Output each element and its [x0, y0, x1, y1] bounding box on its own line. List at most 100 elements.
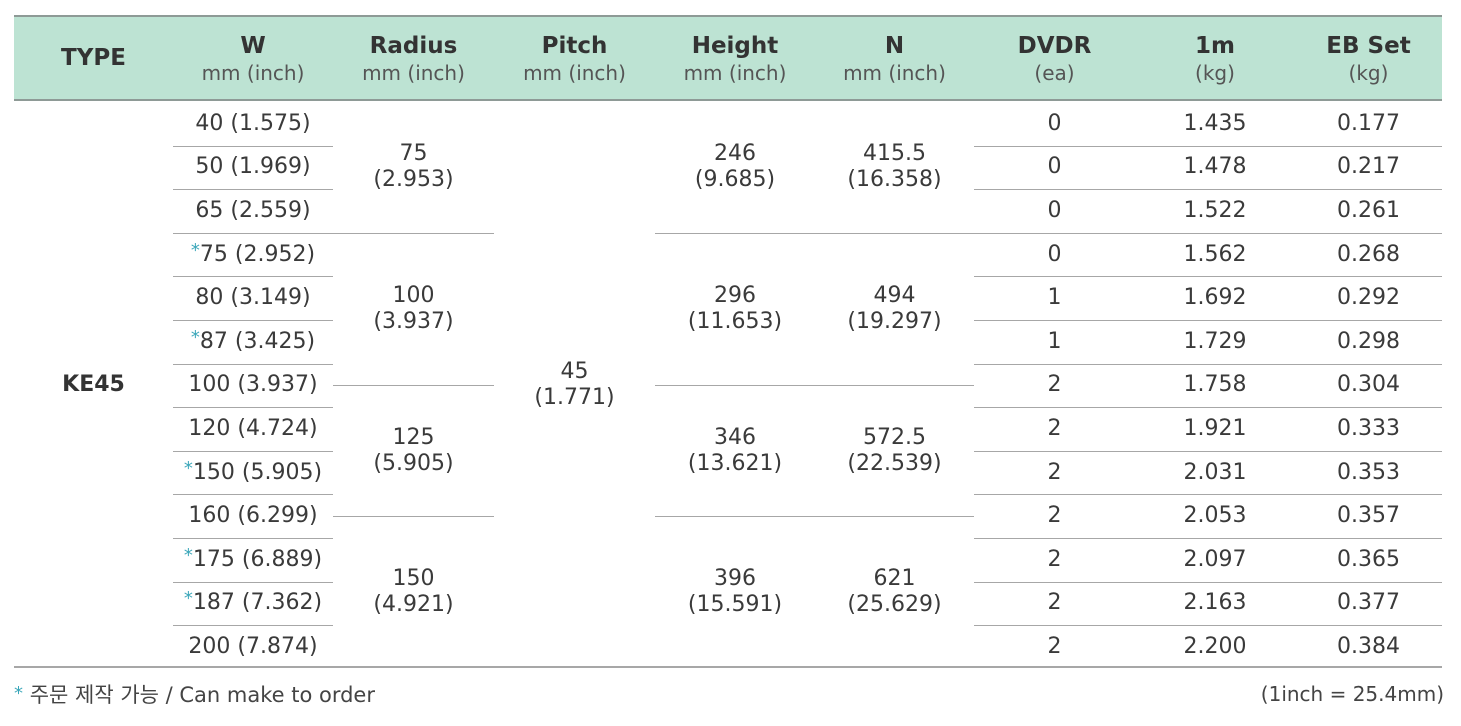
eb-set-cell: 0.298 — [1337, 328, 1400, 354]
w-value: 160 (6.299) — [188, 503, 318, 529]
unit-conversion-note: (1inch = 25.4mm) — [1260, 682, 1444, 706]
w-cell: 120 (4.724) — [173, 407, 333, 451]
eb-set-cell: 0.217 — [1337, 154, 1400, 180]
pitch-inch: (1.771) — [534, 385, 615, 411]
radius-cell: 150 (4.921) — [333, 516, 494, 669]
made-to-order-star: * — [183, 457, 193, 479]
radius-mm: 100 — [392, 283, 435, 309]
header-unit: (kg) — [1348, 61, 1389, 85]
radius-inch: (3.937) — [373, 309, 454, 335]
n-mm: 415.5 — [863, 141, 926, 167]
row-rule — [173, 581, 333, 583]
height-cell: 346 (13.621) — [655, 385, 815, 516]
weight-1m-cell: 2.163 — [1183, 590, 1247, 616]
header-type: TYPE — [14, 17, 173, 99]
w-cell: 100 (3.937) — [173, 364, 333, 408]
w-cell: * 87 (3.425) — [173, 320, 333, 364]
dvdr-cell: 2 — [1047, 459, 1062, 485]
made-to-order-star: * — [190, 239, 200, 261]
eb-set-cell: 0.357 — [1337, 503, 1400, 529]
header-unit: (ea) — [1034, 61, 1075, 85]
made-to-order-star: * — [190, 326, 200, 348]
w-value: 40 (1.575) — [195, 110, 311, 136]
radius-inch: (4.921) — [373, 592, 454, 618]
w-value: 100 (3.937) — [188, 372, 318, 398]
row-rule — [173, 450, 333, 452]
eb-set-cell: 0.304 — [1337, 372, 1400, 398]
weight-1m-cell: 1.921 — [1183, 415, 1247, 441]
type-cell: KE45 — [62, 372, 125, 398]
header-title: W — [240, 33, 266, 59]
header-height: Height mm (inch) — [655, 17, 815, 99]
header-title: N — [884, 33, 905, 59]
height-mm: 246 — [714, 141, 756, 167]
row-rule — [974, 407, 1442, 409]
row-rule — [974, 538, 1442, 539]
weight-1m-cell: 1.562 — [1183, 241, 1247, 267]
n-inch: (16.358) — [847, 167, 942, 193]
w-value: 50 (1.969) — [195, 154, 311, 180]
table-bottom-rule — [14, 666, 1442, 668]
header-dvdr: DVDR (ea) — [974, 17, 1135, 99]
made-to-order-star: * — [183, 588, 193, 610]
row-rule — [974, 189, 1442, 191]
row-rule — [173, 276, 333, 278]
radius-mm: 150 — [392, 566, 435, 592]
radius-mm: 125 — [392, 424, 435, 450]
w-cell: 160 (6.299) — [173, 494, 333, 538]
n-cell: 415.5 (16.358) — [815, 102, 974, 233]
weight-1m-cell: 2.200 — [1183, 633, 1247, 659]
row-rule — [974, 320, 1442, 321]
w-cell: 40 (1.575) — [173, 102, 333, 146]
row-rule — [974, 232, 1442, 234]
radius-cell: 100 (3.937) — [333, 233, 494, 386]
w-cell: 65 (2.559) — [173, 189, 333, 233]
row-rule — [173, 320, 333, 321]
footnote-star: * — [14, 683, 23, 704]
eb-set-cell: 0.377 — [1337, 590, 1400, 616]
w-value: 120 (4.724) — [188, 415, 318, 441]
header-unit: mm (inch) — [683, 61, 787, 85]
weight-1m-cell: 1.692 — [1183, 285, 1247, 311]
header-title: Height — [691, 33, 779, 59]
pitch-mm: 45 — [560, 359, 589, 385]
dvdr-cell: 2 — [1047, 590, 1062, 616]
row-rule — [974, 363, 1442, 365]
eb-set-cell: 0.177 — [1337, 110, 1400, 136]
radius-inch: (5.905) — [373, 450, 454, 476]
group-rule — [333, 232, 494, 234]
height-cell: 396 (15.591) — [655, 516, 815, 669]
header-unit: mm (inch) — [523, 61, 626, 85]
dvdr-cell: 1 — [1047, 328, 1062, 354]
row-rule — [173, 407, 333, 409]
header-title: Radius — [369, 33, 458, 59]
w-cell: 50 (1.969) — [173, 146, 333, 190]
w-cell: 200 (7.874) — [173, 625, 333, 669]
row-rule — [974, 450, 1442, 452]
height-cell: 296 (11.653) — [655, 233, 815, 386]
footnote-text: 주문 제작 가능 / Can make to order — [29, 683, 375, 707]
w-cell: * 187 (7.362) — [173, 582, 333, 626]
dvdr-cell: 2 — [1047, 546, 1062, 572]
row-rule — [173, 494, 333, 496]
weight-1m-cell: 2.031 — [1183, 459, 1247, 485]
header-title: DVDR — [1017, 33, 1092, 59]
w-cell: * 175 (6.889) — [173, 538, 333, 582]
n-cell: 621 (25.629) — [815, 516, 974, 669]
header-eb-set: EB Set (kg) — [1295, 17, 1442, 99]
dvdr-cell: 0 — [1047, 241, 1062, 267]
row-rule — [974, 276, 1442, 278]
footnote: * 주문 제작 가능 / Can make to order — [14, 679, 375, 709]
radius-cell: 125 (5.905) — [333, 385, 494, 516]
dvdr-cell: 1 — [1047, 285, 1062, 311]
n-inch: (19.297) — [847, 309, 942, 335]
weight-1m-cell: 1.478 — [1183, 154, 1247, 180]
eb-set-cell: 0.268 — [1337, 241, 1400, 267]
w-cell: 80 (3.149) — [173, 276, 333, 320]
eb-set-cell: 0.353 — [1337, 459, 1400, 485]
w-value: 175 (6.889) — [192, 546, 323, 572]
weight-1m-cell: 2.053 — [1183, 503, 1247, 529]
height-cell: 246 (9.685) — [655, 102, 815, 233]
